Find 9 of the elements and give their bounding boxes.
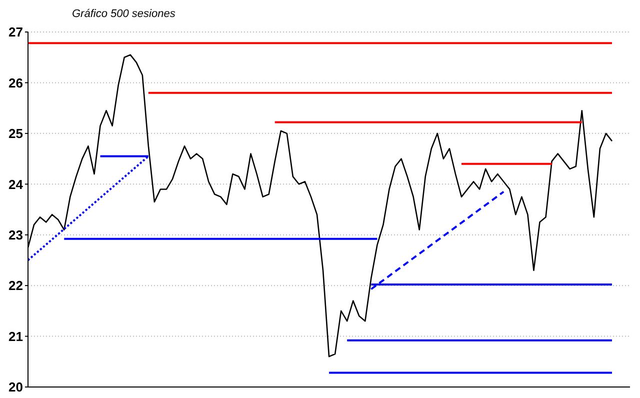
chart-subtitle: Gráfico 500 sesiones [71,8,176,22]
y-tick-label: 26 [8,75,23,90]
y-tick-label: 22 [8,278,23,294]
y-tick-label: 24 [8,176,24,192]
y-tick-label: 20 [8,380,23,395]
y-tick-label: 25 [8,126,23,142]
y-tick-label: 27 [8,24,23,40]
y-tick-label: 21 [8,328,23,344]
y-tick-label: 23 [8,227,23,242]
